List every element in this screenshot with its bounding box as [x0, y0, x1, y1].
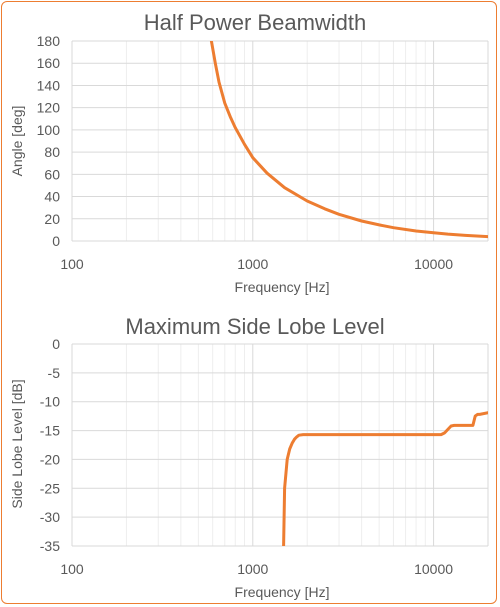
series-line: [282, 411, 488, 546]
chart2-ylabel: Side Lobe Level [dB]: [9, 379, 25, 508]
y-tick-label: 100: [37, 122, 61, 138]
x-tick-label: 100: [60, 256, 84, 272]
y-tick-label: 140: [37, 77, 61, 93]
chart2-xlabel: Frequency [Hz]: [235, 584, 330, 600]
x-tick-label: 1000: [237, 561, 268, 577]
x-tick-label: 10000: [414, 561, 453, 577]
y-tick-label: 20: [44, 211, 60, 227]
y-tick-label: -35: [40, 538, 60, 554]
y-tick-label: 0: [52, 233, 60, 249]
grid-lines: [71, 343, 489, 547]
y-tick-label: -25: [40, 480, 60, 496]
series-line: [209, 41, 488, 239]
y-tick-label: 0: [52, 336, 60, 352]
y-tick-label: 180: [37, 33, 61, 49]
y-tick-label: 120: [37, 100, 61, 116]
y-tick-label: 60: [44, 166, 60, 182]
y-tick-label: 160: [37, 55, 61, 71]
y-tick-label: 80: [44, 144, 60, 160]
chart2-title: Maximum Side Lobe Level: [125, 314, 384, 339]
x-tick-label: 100: [60, 561, 84, 577]
grid-lines: [71, 40, 489, 242]
y-tick-label: -5: [48, 365, 61, 381]
y-tick-label: 40: [44, 189, 60, 205]
chart1-ylabel: Angle [deg]: [9, 106, 25, 177]
chart1-xlabel: Frequency [Hz]: [235, 279, 330, 295]
chart1-title: Half Power Beamwidth: [144, 10, 367, 35]
y-tick-label: -30: [40, 509, 60, 525]
y-tick-label: -20: [40, 451, 60, 467]
x-tick-label: 1000: [237, 256, 268, 272]
chart1-plot-area: 0 20 40 60 80 100 120 140 160 180 100 1000 10000: [37, 33, 489, 272]
y-tick-label: -15: [40, 423, 60, 439]
x-tick-label: 10000: [414, 256, 453, 272]
y-tick-label: -10: [40, 394, 60, 410]
